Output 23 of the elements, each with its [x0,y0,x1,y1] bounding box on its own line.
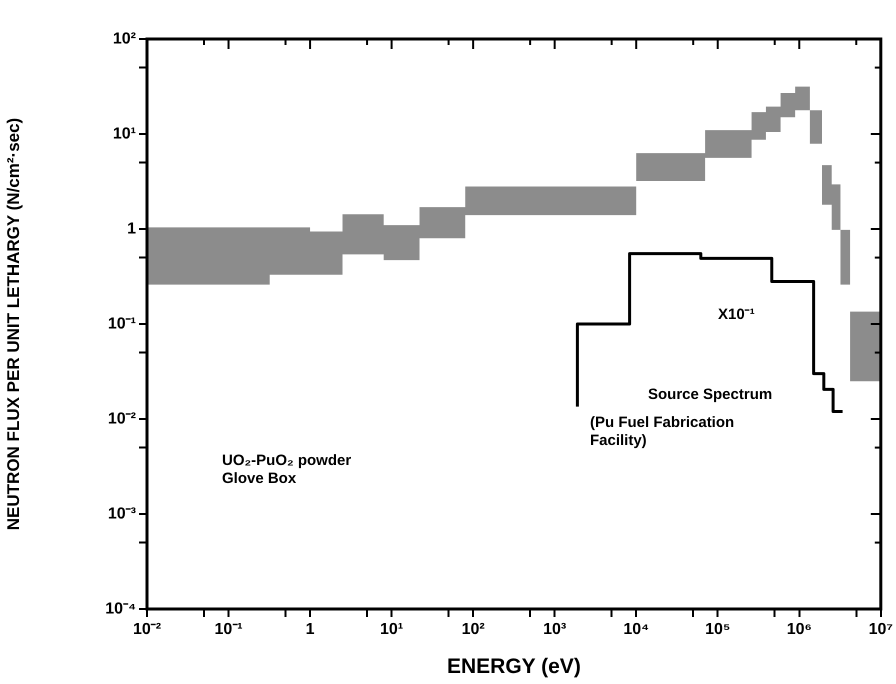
x-axis-title: ENERGY (eV) [446,655,581,678]
x-tick-label: 10² [462,621,485,638]
x-tick-label: 10⁵ [705,621,730,638]
x-tick-label: 10³ [543,621,566,638]
y-tick-label: 10² [112,30,136,48]
text: Source Spectrum [648,386,772,404]
x-tick-label: 10⁶ [786,621,812,638]
y-tick-label: 10¹ [112,125,136,142]
x-tick-label: 10⁻¹ [214,621,243,638]
annotation: UO₂-PuO₂ powder Glove Box [222,452,352,488]
x-tick-label: 10⁴ [623,621,650,638]
y-tick-label: 10⁻² [108,410,136,428]
y-tick-label: 1 [127,220,136,238]
y-tick-label: 10⁻⁴ [105,600,136,618]
x-tick-label: 10⁻² [132,621,162,638]
x-tick-label: 10⁷ [868,621,894,638]
annotation: (Pu Fuel Fabrication Facility) [590,414,736,450]
y-tick-label: 10⁻¹ [108,315,136,332]
x-tick-label: 10¹ [380,621,404,638]
annotation: X10⁻¹ [718,306,756,324]
y-tick-label: 10⁻³ [108,505,136,522]
y-axis-title: NEUTRON FLUX PER UNIT LETHARGY (N/cm²·sec) [4,118,23,530]
x-tick-label: 1 [306,621,315,638]
